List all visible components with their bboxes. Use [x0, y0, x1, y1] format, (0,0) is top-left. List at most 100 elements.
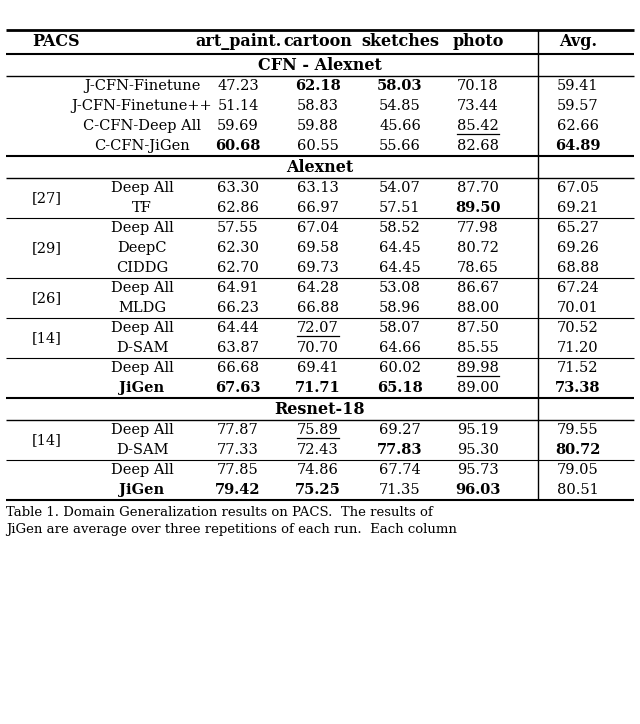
Text: 73.44: 73.44 — [457, 99, 499, 113]
Text: 62.66: 62.66 — [557, 119, 599, 133]
Text: 71.52: 71.52 — [557, 361, 599, 375]
Text: 87.50: 87.50 — [457, 321, 499, 335]
Text: 70.52: 70.52 — [557, 321, 599, 335]
Text: 58.96: 58.96 — [379, 301, 421, 315]
Text: 70.18: 70.18 — [457, 79, 499, 93]
Text: 62.86: 62.86 — [217, 201, 259, 215]
Text: Alexnet: Alexnet — [286, 159, 354, 175]
Text: [14]: [14] — [32, 433, 62, 447]
Text: 65.27: 65.27 — [557, 221, 599, 235]
Text: 80.72: 80.72 — [457, 241, 499, 255]
Text: 88.00: 88.00 — [457, 301, 499, 315]
Text: 62.70: 62.70 — [217, 261, 259, 275]
Text: 69.73: 69.73 — [297, 261, 339, 275]
Text: art_paint.: art_paint. — [195, 33, 281, 51]
Text: Deep All: Deep All — [111, 321, 173, 335]
Text: 79.05: 79.05 — [557, 463, 599, 477]
Text: 58.83: 58.83 — [297, 99, 339, 113]
Text: C-CFN-Deep All: C-CFN-Deep All — [83, 119, 201, 133]
Text: 58.07: 58.07 — [379, 321, 421, 335]
Text: 72.43: 72.43 — [297, 443, 339, 457]
Text: 86.67: 86.67 — [457, 281, 499, 295]
Text: 95.19: 95.19 — [457, 423, 499, 437]
Text: 63.30: 63.30 — [217, 181, 259, 195]
Text: 78.65: 78.65 — [457, 261, 499, 275]
Text: 85.55: 85.55 — [457, 341, 499, 355]
Text: J-CFN-Finetune++: J-CFN-Finetune++ — [72, 99, 212, 113]
Text: 80.51: 80.51 — [557, 483, 599, 497]
Text: 77.33: 77.33 — [217, 443, 259, 457]
Text: 59.57: 59.57 — [557, 99, 599, 113]
Text: Deep All: Deep All — [111, 221, 173, 235]
Text: 67.24: 67.24 — [557, 281, 599, 295]
Text: 70.70: 70.70 — [297, 341, 339, 355]
Text: 66.23: 66.23 — [217, 301, 259, 315]
Text: sketches: sketches — [361, 33, 439, 51]
Text: cartoon: cartoon — [284, 33, 353, 51]
Text: 71.35: 71.35 — [379, 483, 421, 497]
Text: 89.98: 89.98 — [457, 361, 499, 375]
Text: 62.30: 62.30 — [217, 241, 259, 255]
Text: Deep All: Deep All — [111, 463, 173, 477]
Text: J-CFN-Finetune: J-CFN-Finetune — [84, 79, 200, 93]
Text: 55.66: 55.66 — [379, 139, 421, 153]
Text: D-SAM: D-SAM — [116, 341, 168, 355]
Text: 89.00: 89.00 — [457, 381, 499, 395]
Text: 47.23: 47.23 — [217, 79, 259, 93]
Text: 74.86: 74.86 — [297, 463, 339, 477]
Text: 51.14: 51.14 — [218, 99, 259, 113]
Text: 66.68: 66.68 — [217, 361, 259, 375]
Text: [14]: [14] — [32, 331, 62, 345]
Text: 59.69: 59.69 — [217, 119, 259, 133]
Text: 82.68: 82.68 — [457, 139, 499, 153]
Text: Deep All: Deep All — [111, 181, 173, 195]
Text: 64.66: 64.66 — [379, 341, 421, 355]
Text: 68.88: 68.88 — [557, 261, 599, 275]
Text: 79.55: 79.55 — [557, 423, 599, 437]
Text: 57.55: 57.55 — [217, 221, 259, 235]
Text: 77.98: 77.98 — [457, 221, 499, 235]
Text: Resnet-18: Resnet-18 — [275, 400, 365, 418]
Text: JiGen are average over three repetitions of each run.  Each column: JiGen are average over three repetitions… — [6, 523, 457, 536]
Text: JiGen: JiGen — [120, 483, 164, 497]
Text: 60.02: 60.02 — [379, 361, 421, 375]
Text: 80.72: 80.72 — [556, 443, 601, 457]
Text: 54.07: 54.07 — [379, 181, 421, 195]
Text: 66.88: 66.88 — [297, 301, 339, 315]
Text: 66.97: 66.97 — [297, 201, 339, 215]
Text: 67.74: 67.74 — [379, 463, 421, 477]
Text: D-SAM: D-SAM — [116, 443, 168, 457]
Text: 65.18: 65.18 — [377, 381, 423, 395]
Text: 54.85: 54.85 — [379, 99, 421, 113]
Text: 58.52: 58.52 — [379, 221, 421, 235]
Text: 77.87: 77.87 — [217, 423, 259, 437]
Text: 69.41: 69.41 — [297, 361, 339, 375]
Text: 75.89: 75.89 — [297, 423, 339, 437]
Text: 64.91: 64.91 — [217, 281, 259, 295]
Text: 70.01: 70.01 — [557, 301, 599, 315]
Text: [26]: [26] — [32, 291, 62, 305]
Text: PACS: PACS — [32, 33, 79, 51]
Text: 64.28: 64.28 — [297, 281, 339, 295]
Text: 77.85: 77.85 — [217, 463, 259, 477]
Text: C-CFN-JiGen: C-CFN-JiGen — [94, 139, 190, 153]
Text: CIDDG: CIDDG — [116, 261, 168, 275]
Text: 53.08: 53.08 — [379, 281, 421, 295]
Text: photo: photo — [452, 33, 504, 51]
Text: 62.18: 62.18 — [295, 79, 341, 93]
Text: 67.05: 67.05 — [557, 181, 599, 195]
Text: 69.27: 69.27 — [379, 423, 421, 437]
Text: 75.25: 75.25 — [295, 483, 341, 497]
Text: 60.55: 60.55 — [297, 139, 339, 153]
Text: 71.20: 71.20 — [557, 341, 599, 355]
Text: 95.73: 95.73 — [457, 463, 499, 477]
Text: 87.70: 87.70 — [457, 181, 499, 195]
Text: Deep All: Deep All — [111, 361, 173, 375]
Text: 71.71: 71.71 — [295, 381, 341, 395]
Text: MLDG: MLDG — [118, 301, 166, 315]
Text: 72.07: 72.07 — [297, 321, 339, 335]
Text: 63.13: 63.13 — [297, 181, 339, 195]
Text: 64.45: 64.45 — [379, 241, 421, 255]
Text: 79.42: 79.42 — [215, 483, 261, 497]
Text: CFN - Alexnet: CFN - Alexnet — [258, 56, 382, 74]
